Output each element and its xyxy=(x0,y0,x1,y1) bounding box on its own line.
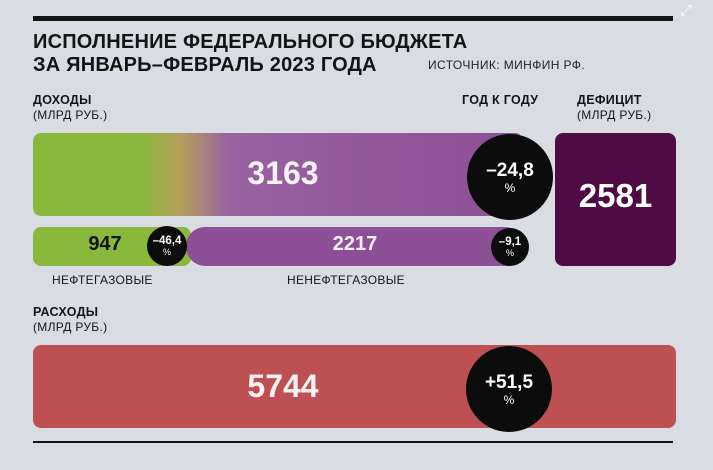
income-total-yoy-percent: % xyxy=(504,180,516,195)
yoy-label: ГОД К ГОДУ xyxy=(462,93,539,107)
non-oil-gas-yoy-value: –9,1 xyxy=(498,236,522,248)
deficit-label: ДЕФИЦИТ (МЛРД РУБ.) xyxy=(577,93,651,123)
income-total-value: 3163 xyxy=(247,155,319,191)
oil-gas-yoy-percent: % xyxy=(162,247,171,257)
expenses-label: РАСХОДЫ (МЛРД РУБ.) xyxy=(33,305,107,335)
non-oil-gas-yoy-percent: % xyxy=(505,248,514,258)
source-note: ИСТОЧНИК: МИНФИН РФ. xyxy=(428,58,586,72)
expenses-unit: (МЛРД РУБ.) xyxy=(33,320,108,334)
oil-gas-income-value: 947 xyxy=(88,233,122,255)
chart-title-line2: ЗА ЯНВАРЬ–ФЕВРАЛЬ 2023 ГОДА xyxy=(33,54,377,76)
oil-gas-yoy-value: –46,4 xyxy=(152,235,182,247)
expenses-yoy-value: +51,5 xyxy=(484,371,534,393)
expand-icon[interactable]: ⤢ xyxy=(679,2,692,19)
income-label: ДОХОДЫ (МЛРД РУБ.) xyxy=(33,93,107,123)
chart-title-line1: ИСПОЛНЕНИЕ ФЕДЕРАЛЬНОГО БЮДЖЕТА xyxy=(33,31,468,53)
oil-gas-yoy-badge: –46,4 % xyxy=(147,226,187,266)
income-unit: (МЛРД РУБ.) xyxy=(33,108,108,122)
income-total-yoy-badge: –24,8 % xyxy=(467,134,553,220)
income-title: ДОХОДЫ xyxy=(33,93,92,107)
expenses-title: РАСХОДЫ xyxy=(33,305,99,319)
bottom-rule xyxy=(33,441,673,443)
non-oil-gas-yoy-badge: –9,1 % xyxy=(491,228,529,266)
deficit-title: ДЕФИЦИТ xyxy=(577,93,642,107)
non-oil-gas-income-bar xyxy=(186,227,524,266)
expenses-yoy-badge: +51,5 % xyxy=(466,346,552,432)
top-rule xyxy=(33,16,673,21)
expenses-value: 5744 xyxy=(247,368,319,404)
oil-gas-label: НЕФТЕГАЗОВЫЕ xyxy=(52,273,153,287)
expenses-bar xyxy=(33,345,676,428)
deficit-value: 2581 xyxy=(578,177,653,214)
non-oil-gas-income-value: 2217 xyxy=(332,233,378,255)
deficit-block xyxy=(555,133,676,266)
income-total-yoy-value: –24,8 xyxy=(486,159,534,181)
expenses-yoy-percent: % xyxy=(503,392,515,407)
income-total-bar xyxy=(33,133,523,216)
deficit-unit: (МЛРД РУБ.) xyxy=(577,108,652,122)
non-oil-gas-label: НЕНЕФТЕГАЗОВЫЕ xyxy=(287,273,405,287)
